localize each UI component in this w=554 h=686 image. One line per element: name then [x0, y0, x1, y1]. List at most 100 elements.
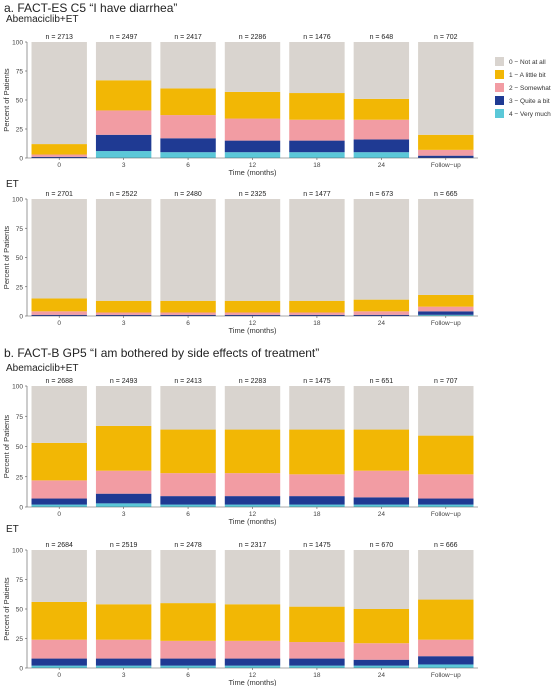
bar-segment-4 — [160, 199, 216, 301]
legend-label-3: 3 − Quite a bit — [509, 98, 550, 105]
x-tick-label: 18 — [313, 511, 321, 518]
n-label: n = 2413 — [174, 378, 202, 385]
bar-segment-1 — [353, 497, 410, 505]
bar-segment-2 — [289, 119, 345, 141]
y-tick-label: 0 — [19, 156, 23, 163]
bar-segment-1 — [160, 314, 216, 316]
legend-swatch-3 — [495, 96, 504, 105]
panel-title: ET — [6, 179, 19, 190]
n-label: n = 673 — [370, 191, 394, 198]
bar-segment-3 — [353, 429, 410, 471]
bar-segment-0 — [289, 504, 345, 507]
x-tick-label: 12 — [249, 162, 257, 169]
bar-segment-2 — [31, 154, 87, 157]
y-tick-label: 50 — [16, 98, 24, 105]
bar-segment-4 — [353, 550, 410, 609]
bar-segment-4 — [289, 550, 345, 607]
bar-segment-3 — [31, 298, 87, 312]
x-tick-label: 0 — [57, 511, 61, 518]
x-tick-label: 12 — [249, 320, 257, 327]
bar-segment-3 — [418, 435, 474, 475]
bar-segment-2 — [418, 149, 474, 156]
legend: 0 − Not at all 1 − A little bit 2 − Some… — [495, 57, 551, 118]
y-tick-label: 75 — [16, 69, 24, 76]
legend-label-4: 4 − Very much — [509, 111, 551, 118]
bar-segment-4 — [160, 42, 216, 89]
x-tick-label: 0 — [57, 162, 61, 169]
bar-segment-2 — [160, 115, 216, 139]
bar-segment-0 — [95, 151, 152, 158]
bar-segment-4 — [31, 550, 87, 602]
n-label: n = 2497 — [110, 34, 138, 41]
x-tick-label: 12 — [249, 672, 257, 679]
y-axis-label: Percent of Patients — [2, 68, 11, 132]
x-axis-label: Time (months) — [228, 678, 277, 686]
bar-segment-3 — [418, 134, 474, 150]
bar-segment-2 — [353, 119, 410, 140]
chart-panels: Abemaciclib+ET Percent of Patients 0 25 50 75… — [2, 14, 478, 686]
legend-label-1: 1 − A little bit — [509, 72, 546, 79]
panel-title: Abemaciclib+ET — [6, 363, 79, 374]
y-tick-label: 50 — [16, 607, 24, 614]
y-tick-label: 100 — [12, 197, 23, 204]
n-label: n = 2493 — [110, 378, 138, 385]
bar-segment-1 — [418, 656, 474, 665]
chart-panel-3: ET Percent of Patients 0 25 50 75 100 n = 2684 0… — [2, 524, 478, 686]
bar-segment-4 — [95, 550, 152, 605]
bar-segment-1 — [95, 493, 152, 504]
bar-segment-0 — [95, 503, 152, 507]
legend-label-2: 2 − Somewhat — [509, 85, 551, 92]
x-tick-label: 3 — [122, 672, 126, 679]
bar-segment-1 — [160, 658, 216, 666]
bar-segment-2 — [31, 639, 87, 659]
bar-segment-3 — [224, 91, 281, 119]
n-label: n = 665 — [434, 191, 458, 198]
x-tick-label: Follow−up — [431, 320, 461, 327]
bar-segment-4 — [31, 386, 87, 443]
panel-title: Abemaciclib+ET — [6, 14, 79, 25]
bar-segment-0 — [31, 665, 87, 668]
bar-segment-0 — [353, 504, 410, 507]
n-label: n = 2478 — [174, 542, 202, 549]
bar-segment-1 — [31, 156, 87, 158]
x-tick-label: 24 — [378, 511, 386, 518]
x-tick-label: 24 — [378, 162, 386, 169]
bar-segment-1 — [95, 314, 152, 316]
x-tick-label: Follow−up — [431, 162, 461, 169]
x-tick-label: 3 — [122, 162, 126, 169]
x-axis-label: Time (months) — [228, 517, 277, 526]
bar-segment-4 — [224, 386, 281, 430]
bar-segment-1 — [418, 155, 474, 158]
y-axis-label: Percent of Patients — [2, 226, 11, 290]
bar-segment-2 — [353, 643, 410, 660]
bar-segment-1 — [224, 658, 281, 666]
bar-segment-3 — [418, 294, 474, 307]
bar-segment-3 — [289, 429, 345, 475]
n-label: n = 2325 — [239, 191, 267, 198]
bar-segment-4 — [418, 42, 474, 135]
y-tick-label: 25 — [16, 284, 24, 291]
bar-segment-2 — [289, 474, 345, 497]
bar-segment-0 — [418, 314, 474, 316]
n-label: n = 1476 — [303, 34, 331, 41]
n-label: n = 707 — [434, 378, 458, 385]
bar-segment-4 — [224, 550, 281, 605]
x-tick-label: 0 — [57, 672, 61, 679]
bar-segment-1 — [289, 496, 345, 505]
y-tick-label: 75 — [16, 414, 24, 421]
bar-segment-2 — [418, 306, 474, 312]
bar-segment-0 — [353, 152, 410, 158]
x-tick-label: Follow−up — [431, 511, 461, 518]
y-tick-label: 50 — [16, 444, 24, 451]
x-tick-label: 24 — [378, 672, 386, 679]
bar-segment-2 — [289, 642, 345, 659]
bar-segment-3 — [289, 300, 345, 313]
bar-segment-4 — [289, 42, 345, 94]
x-tick-label: 18 — [313, 162, 321, 169]
bar-segment-0 — [95, 665, 152, 668]
bar-segment-2 — [95, 639, 152, 659]
bar-segment-1 — [95, 658, 152, 666]
y-tick-label: 0 — [19, 505, 23, 512]
bar-segment-1 — [224, 496, 281, 505]
bar-segment-0 — [224, 665, 281, 668]
